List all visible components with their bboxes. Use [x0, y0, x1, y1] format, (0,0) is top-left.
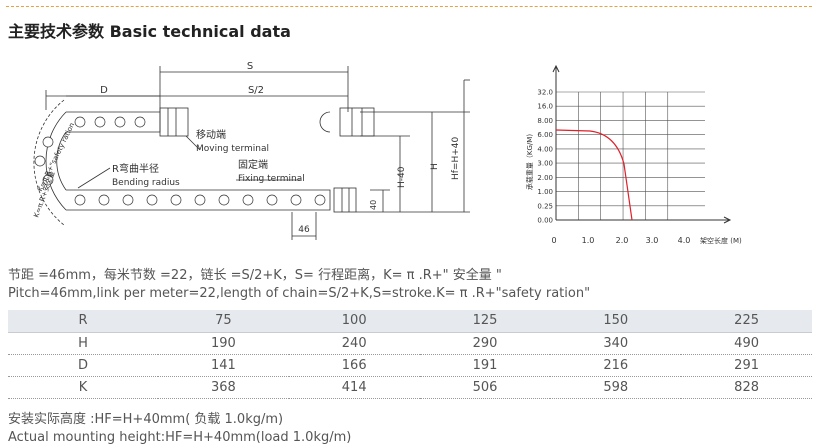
dim-s-label: S [247, 61, 253, 72]
table-row: K 368 414 506 598 828 [8, 376, 812, 399]
table-cell: 490 [681, 332, 812, 355]
chart-x-tick-label: 1.0 [582, 236, 595, 245]
table-cell: 75 [158, 310, 289, 333]
fixing-terminal-cn: 固定端 [238, 158, 268, 171]
table-cell: 191 [419, 354, 551, 377]
table-cell: 216 [550, 354, 682, 377]
dim-h-minus-40-label: H-40 [397, 166, 407, 188]
table-row: D 141 166 191 216 291 [8, 354, 812, 377]
mounting-height-cn: 安装实际高度 :HF=H+40mm( 负载 1.0kg/m) [8, 412, 284, 427]
top-dashed-divider [6, 6, 812, 7]
table-cell: 828 [681, 376, 812, 399]
dim-hf-label: Hf=H+40 [451, 136, 461, 180]
chart-x-tick-label: 3.0 [646, 236, 659, 245]
chart-y-tick-label: 2.00 [537, 174, 553, 182]
chart-y-tick-label: 0.25 [537, 202, 553, 210]
dim-40-label: 40 [369, 200, 378, 210]
dim-s-half-label: S/2 [248, 85, 264, 96]
chart-y-tick-label: 1.00 [537, 188, 553, 196]
chart-y-tick-label: 0.00 [537, 217, 553, 225]
load-chart: 32.016.08.006.004.003.002.001.000.250.00… [525, 64, 742, 245]
table-cell: 141 [158, 354, 289, 377]
table-cell: 150 [550, 310, 682, 333]
section-heading: 主要技术参数 Basic technical data [8, 22, 291, 41]
table-row: H 190 240 290 340 490 [8, 332, 812, 355]
table-row: R 75 100 125 150 225 [8, 310, 812, 333]
table-cell: 290 [419, 332, 551, 355]
table-cell: 190 [158, 332, 289, 355]
pitch-note-en: Pitch=46mm,link per meter=22,length of c… [8, 286, 591, 301]
table-cell: 598 [550, 376, 682, 399]
fixing-terminal-en: Fixing terminal [238, 174, 305, 184]
moving-terminal-en: Moving terminal [196, 144, 269, 154]
row-label: H [8, 332, 158, 355]
dim-d-label: D [100, 85, 108, 96]
row-label: R [8, 310, 158, 333]
row-label: K [8, 376, 158, 399]
row-label: D [8, 354, 158, 377]
chart-x-tick-label: 4.0 [678, 236, 691, 245]
drag-chain-diagram: S S/2 D 移动端 Moving terminal R弯曲半径 Bendin… [31, 61, 470, 240]
chart-y-tick-label: 6.00 [537, 131, 553, 139]
moving-terminal-cn: 移动端 [196, 128, 226, 141]
dim-h-label: H [430, 163, 440, 170]
chart-x-tick-label: 0 [551, 236, 556, 245]
chart-y-tick-label: 4.00 [537, 145, 553, 153]
pitch-note-cn: 节距 =46mm，每米节数 =22，链长 =S/2+K，S= 行程距离，K= π… [8, 268, 502, 283]
load-curve [555, 129, 633, 221]
table-cell: 506 [419, 376, 551, 399]
table-cell: 291 [681, 354, 812, 377]
table-cell: 100 [288, 310, 420, 333]
chart-y-tick-label: 16.0 [537, 103, 553, 111]
chart-y-axis [552, 64, 560, 220]
dim-pitch-label: 46 [298, 225, 310, 235]
chart-y-tick-label: 32.0 [537, 89, 553, 97]
bending-radius-cn: R弯曲半径 [112, 162, 159, 175]
table-cell: 225 [681, 310, 812, 333]
chart-y-tick-label: 3.00 [537, 160, 553, 168]
table-cell: 340 [550, 332, 682, 355]
table-cell: 166 [288, 354, 420, 377]
chart-y-tick-label: 8.00 [537, 117, 553, 125]
bending-radius-en: Bending radius [112, 178, 180, 188]
chart-x-axis [556, 216, 732, 224]
table-cell: 414 [288, 376, 420, 399]
table-cell: 368 [158, 376, 289, 399]
table-cell: 240 [288, 332, 420, 355]
table-cell: 125 [419, 310, 551, 333]
chart-x-tick-label: 2.0 [616, 236, 629, 245]
mounting-height-en: Actual mounting height:HF=H+40mm(load 1.… [8, 430, 352, 445]
chart-y-axis-title: 承载重量（KG/M) [525, 134, 534, 190]
spec-table: R 75 100 125 150 225 H 190 240 290 340 490 D 141 166 19… [8, 310, 812, 399]
chart-x-axis-title: 架空长度 (M) [700, 236, 742, 245]
